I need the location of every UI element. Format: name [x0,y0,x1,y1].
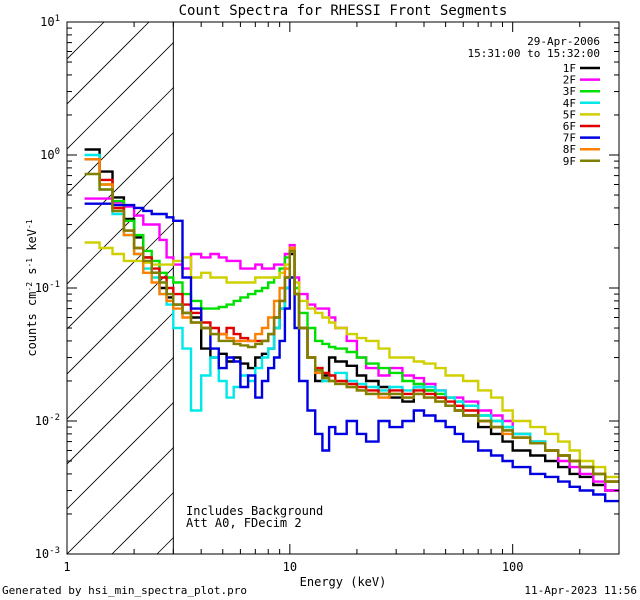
note-attenuator: Att A0, FDecim 2 [186,516,302,530]
hatch-line [0,0,127,554]
x-tick-label: 10 [283,560,297,574]
series-7F [84,202,619,503]
hatch-line [67,22,195,150]
legend-label-9F: 9F [563,155,576,168]
hatched-region [0,0,619,554]
hatch-line [67,22,150,105]
legend-label-1F: 1F [563,62,576,75]
y-tick-label: 100 [40,147,60,162]
footer-generated: Generated by hsi_min_spectra_plot.pro [2,584,248,597]
hatch-mask [173,22,619,554]
x-axis-label: Energy (keV) [300,575,387,589]
note-background: Includes Background [186,504,323,518]
y-tick-label: 10-3 [35,546,60,561]
hatch-line [67,22,105,60]
x-tick-label: 100 [502,560,524,574]
x-tick-labels: 1 10 100 [63,560,523,574]
date-label: 29-Apr-2006 [527,35,600,48]
legend-label-7F: 7F [563,132,576,145]
y-tick-label: 101 [40,14,60,29]
footer-timestamp: 11-Apr-2023 11:56 [524,584,637,597]
legend-label-8F: 8F [563,143,576,156]
legend-label-3F: 3F [563,85,576,98]
y-axis-label: counts cm-2 s-1 keV-1 [25,219,40,356]
chart-title: Count Spectra for RHESSI Front Segments [179,3,508,19]
series-9F [84,172,619,483]
axis-ticks [66,22,620,555]
series-layer [84,148,619,503]
legend-label-6F: 6F [563,120,576,133]
time-range-label: 15:31:00 to 15:32:00 [468,47,600,60]
legend-label-2F: 2F [563,74,576,87]
x-tick-label: 1 [63,560,70,574]
y-tick-label: 10-2 [35,413,60,428]
y-tick-label: 10-1 [35,280,60,295]
y-tick-labels: 10-3 10-2 10-1 100 101 [35,14,60,561]
legend-label-5F: 5F [563,108,576,121]
legend-label-4F: 4F [563,97,576,110]
